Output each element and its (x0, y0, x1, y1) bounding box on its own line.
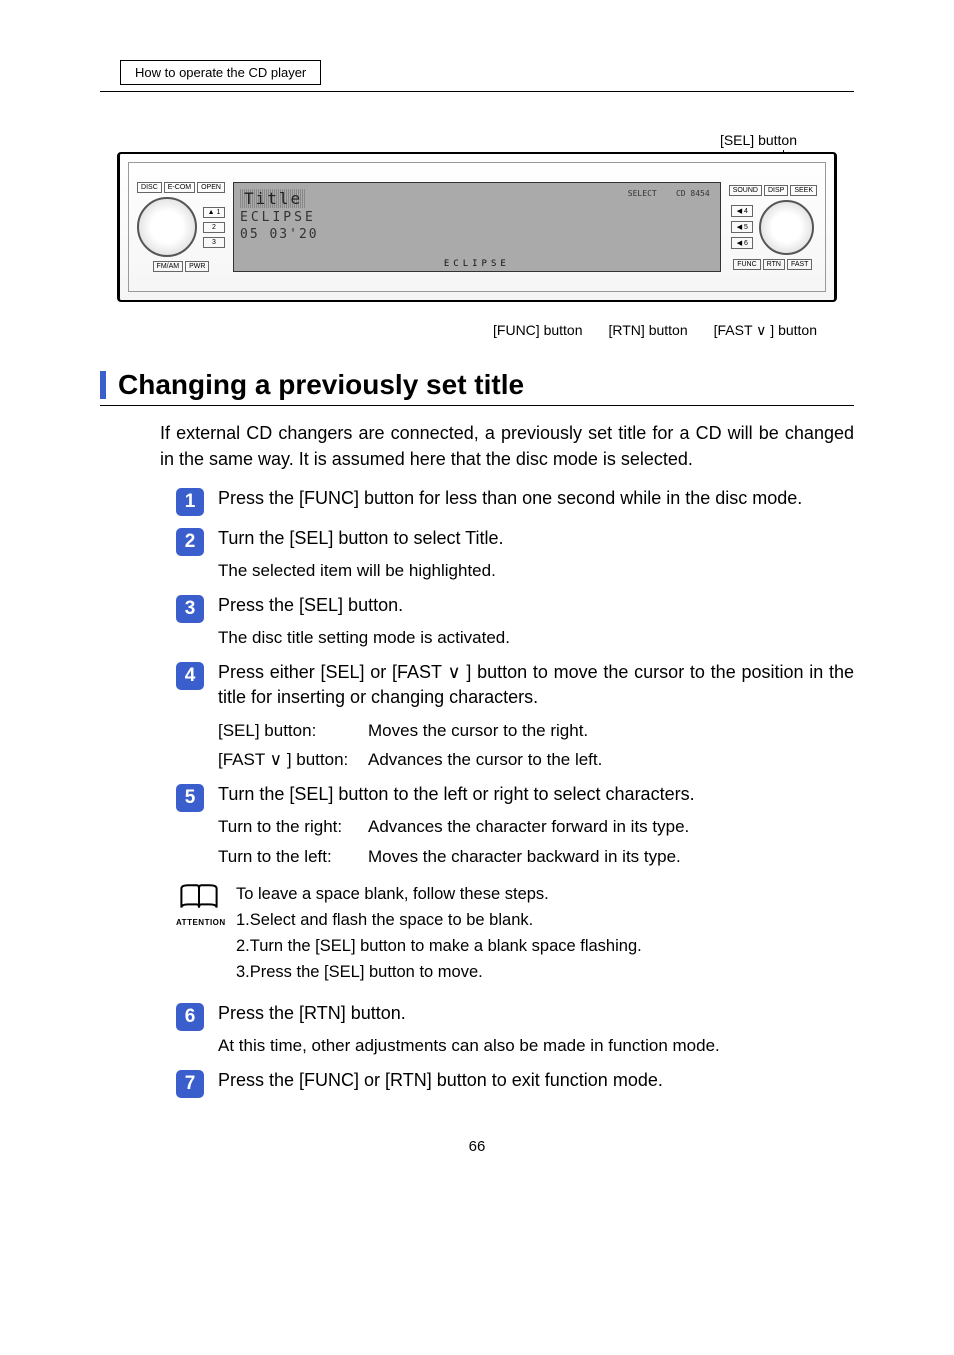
callout-rtn-button: [RTN] button (609, 322, 688, 339)
callout-func-button: [FUNC] button (493, 322, 582, 339)
step-number: 6 (176, 1003, 204, 1031)
sub-label: Turn to the right: (218, 815, 368, 839)
heading-accent-bar (100, 371, 106, 399)
attention-line: To leave a space blank, follow these ste… (236, 883, 642, 907)
lcd-line-3: 05 03'20 (240, 227, 714, 242)
lcd-title: Title (240, 189, 306, 208)
step-4: 4 Press either [SEL] or [FAST ∨ ] button… (176, 660, 854, 772)
ecom-button: E-COM (164, 182, 195, 193)
step-number: 7 (176, 1070, 204, 1098)
preset-1: ▲ 1 (203, 207, 225, 218)
callout-sel-button: [SEL] button (117, 132, 837, 148)
page-number: 66 (100, 1138, 854, 1155)
preset-4: ◀ 4 (731, 205, 753, 217)
open-button: OPEN (197, 182, 225, 193)
preset-5: ◀ 5 (731, 221, 753, 233)
step-instruction: Press the [SEL] button. (218, 593, 854, 618)
step-note: The disc title setting mode is activated… (218, 626, 854, 650)
rtn-button: RTN (763, 259, 785, 270)
sub-desc: Moves the cursor to the right. (368, 719, 588, 743)
step-number: 4 (176, 662, 204, 690)
device-illustration: DISC E-COM OPEN ▲ 1 2 3 FM/AM PWR (117, 152, 837, 302)
sel-knob (759, 200, 814, 255)
step-instruction: Turn the [SEL] button to select Title. (218, 526, 854, 551)
step-instruction: Press the [RTN] button. (218, 1001, 854, 1026)
pwr-button: PWR (185, 261, 209, 272)
func-button: FUNC (733, 259, 760, 270)
step-2: 2 Turn the [SEL] button to select Title.… (176, 526, 854, 583)
attention-label: ATTENTION (176, 918, 222, 927)
section-heading: Changing a previously set title (100, 369, 854, 406)
attention-line: 1.Select and flash the space to be blank… (236, 909, 642, 933)
attention-block: ATTENTION To leave a space blank, follow… (176, 883, 854, 987)
fm-am-button: FM/AM (153, 261, 184, 272)
lcd-select: SELECT (628, 189, 657, 198)
disc-button: DISC (137, 182, 162, 193)
sub-desc: Moves the character backward in its type… (368, 845, 681, 869)
preset-3: 3 (203, 237, 225, 248)
lcd-screen: SELECT CD 8454 Title ECLIPSE 05 03'20 EC… (233, 182, 721, 272)
device-diagram: [SEL] button DISC E-COM OPEN ▲ 1 2 3 (117, 132, 837, 339)
step-number: 5 (176, 784, 204, 812)
step-instruction: Press either [SEL] or [FAST ∨ ] button t… (218, 660, 854, 710)
step-5: 5 Turn the [SEL] button to the left or r… (176, 782, 854, 869)
lcd-line-2: ECLIPSE (240, 210, 714, 225)
step-number: 3 (176, 595, 204, 623)
sub-desc: Advances the character forward in its ty… (368, 815, 689, 839)
disp-button: DISP (764, 185, 788, 196)
volume-knob (137, 197, 197, 257)
book-icon (179, 883, 219, 913)
step-note: At this time, other adjustments can also… (218, 1034, 854, 1058)
preset-6: ◀ 6 (731, 237, 753, 249)
sound-button: SOUND (729, 185, 762, 196)
sub-desc: Advances the cursor to the left. (368, 748, 602, 772)
step-note: The selected item will be highlighted. (218, 559, 854, 583)
attention-line: 2.Turn the [SEL] button to make a blank … (236, 935, 642, 959)
seek-button: SEEK (790, 185, 817, 196)
callout-fast-button: [FAST ∨ ] button (714, 322, 817, 339)
step-instruction: Press the [FUNC] or [RTN] button to exit… (218, 1068, 854, 1093)
lcd-brand: ECLIPSE (444, 259, 510, 269)
step-number: 1 (176, 488, 204, 516)
step-6: 6 Press the [RTN] button. At this time, … (176, 1001, 854, 1058)
step-1: 1 Press the [FUNC] button for less than … (176, 486, 854, 516)
sub-label: [SEL] button: (218, 719, 368, 743)
sub-label: Turn to the left: (218, 845, 368, 869)
sub-label: [FAST ∨ ] button: (218, 748, 368, 772)
breadcrumb: How to operate the CD player (120, 60, 321, 85)
fast-button: FAST (787, 259, 813, 270)
step-number: 2 (176, 528, 204, 556)
step-instruction: Turn the [SEL] button to the left or rig… (218, 782, 854, 807)
lcd-model: CD 8454 (676, 189, 710, 198)
step-instruction: Press the [FUNC] button for less than on… (218, 486, 854, 511)
section-title: Changing a previously set title (118, 369, 524, 401)
preset-2: 2 (203, 222, 225, 233)
step-3: 3 Press the [SEL] button. The disc title… (176, 593, 854, 650)
attention-line: 3.Press the [SEL] button to move. (236, 961, 642, 985)
intro-paragraph: If external CD changers are connected, a… (160, 420, 854, 472)
step-7: 7 Press the [FUNC] or [RTN] button to ex… (176, 1068, 854, 1098)
header-rule (100, 91, 854, 92)
